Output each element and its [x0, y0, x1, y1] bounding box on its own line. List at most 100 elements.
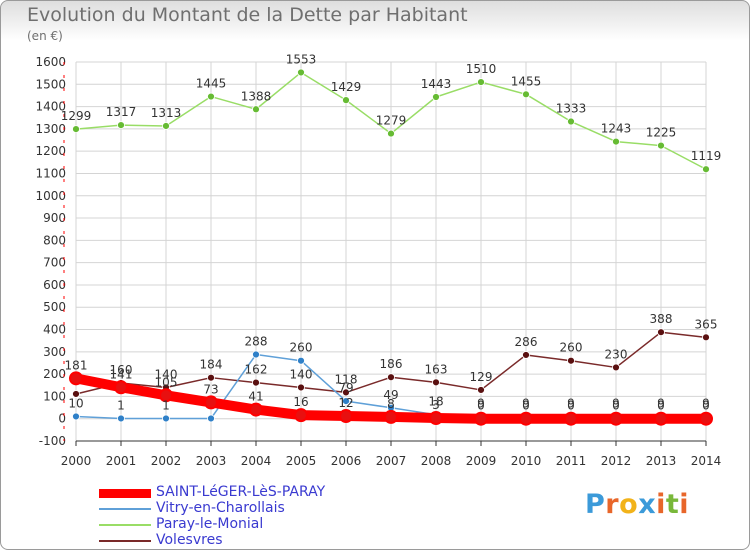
y-tick-label: -100	[39, 434, 66, 448]
legend-swatch	[99, 508, 151, 510]
data-label: 288	[245, 334, 268, 348]
logo-letter: i	[679, 489, 690, 520]
data-point	[72, 125, 80, 134]
data-label: 1313	[151, 106, 182, 120]
y-tick-label: 1100	[35, 166, 66, 180]
data-label: 1455	[511, 74, 542, 88]
data-point	[114, 380, 128, 395]
y-tick-label: 100	[43, 389, 66, 403]
axes: -100010020030040050060070080090010001100…	[35, 55, 721, 468]
legend-swatch	[99, 489, 151, 498]
data-label: 105	[155, 375, 178, 389]
data-point	[252, 350, 260, 359]
data-label: 1553	[286, 52, 317, 66]
y-tick-label: 300	[43, 345, 66, 359]
data-label: 0	[657, 399, 665, 413]
data-point	[297, 383, 305, 392]
y-tick-label: 800	[43, 233, 66, 247]
y-tick-label: 1200	[35, 144, 66, 158]
data-label: 260	[290, 341, 313, 355]
data-point	[567, 356, 575, 365]
data-label: 79	[338, 381, 353, 395]
x-tick-label: 2009	[466, 454, 497, 468]
y-tick-label: 1000	[35, 189, 66, 203]
data-point	[564, 411, 578, 426]
data-label: 1225	[646, 126, 677, 140]
series-lines	[69, 68, 713, 426]
data-point	[702, 333, 710, 342]
data-point	[384, 409, 398, 424]
data-label: 0	[522, 399, 530, 413]
data-point	[702, 165, 710, 174]
data-label: 73	[203, 382, 218, 396]
data-label: 186	[380, 357, 403, 371]
data-label: 230	[605, 347, 628, 361]
data-point	[519, 411, 533, 426]
logo-letter: x	[638, 489, 657, 520]
data-label: 8	[387, 397, 395, 411]
y-tick-label: 900	[43, 211, 66, 225]
y-tick-label: 700	[43, 256, 66, 270]
data-label: 49	[383, 388, 398, 402]
x-tick-label: 2013	[646, 454, 677, 468]
data-label: 129	[470, 370, 493, 384]
data-point	[342, 397, 350, 405]
data-point	[117, 121, 125, 129]
y-tick-label: 1300	[35, 122, 66, 136]
legend-label: Vitry-en-Charollais	[156, 500, 285, 516]
logo-letter: i	[656, 489, 666, 520]
x-tick-label: 2005	[286, 454, 317, 468]
data-label: 3	[432, 398, 440, 412]
chart-title: Evolution du Montant de la Dette par Hab…	[27, 4, 468, 26]
data-point	[387, 373, 395, 382]
y-tick-label: 400	[43, 323, 66, 337]
y-tick-label: 600	[43, 278, 66, 292]
data-label: 184	[200, 358, 223, 372]
y-tick-label: 0	[58, 412, 66, 426]
proxiti-logo: Proxiti	[585, 489, 689, 520]
data-label: 12	[338, 396, 353, 410]
data-label: 162	[245, 363, 268, 377]
data-label: 9	[477, 397, 485, 411]
logo-letter: r	[605, 489, 620, 520]
data-label: 260	[560, 341, 583, 355]
legend-label: SAINT-LéGER-LèS-PARAY	[156, 484, 326, 500]
data-label: 388	[650, 312, 673, 326]
data-point	[249, 402, 263, 417]
x-tick-label: 2004	[241, 454, 272, 468]
chart-subtitle: (en €)	[27, 29, 63, 43]
data-point	[207, 414, 215, 423]
data-label: 160	[110, 363, 133, 377]
data-label: 163	[425, 362, 448, 376]
data-point	[72, 412, 80, 421]
data-point	[522, 90, 530, 99]
legend-swatch	[99, 540, 151, 542]
data-label: 1243	[601, 122, 632, 136]
data-point	[657, 328, 665, 337]
y-tick-label: 1400	[35, 100, 66, 114]
x-tick-label: 2011	[556, 454, 587, 468]
data-point	[609, 411, 623, 426]
data-point	[654, 411, 668, 426]
data-label: 1388	[241, 89, 272, 103]
data-point	[612, 137, 620, 146]
data-point	[477, 386, 485, 394]
y-tick-label: 500	[43, 300, 66, 314]
data-point	[297, 68, 305, 77]
data-label: 9	[612, 397, 620, 411]
data-point	[252, 378, 260, 387]
y-tick-label: 1600	[35, 55, 66, 69]
y-tick-label: 200	[43, 367, 66, 381]
data-point	[429, 411, 443, 426]
data-label: 1317	[106, 105, 137, 119]
legend-swatch	[99, 524, 151, 526]
data-label: 1443	[421, 77, 452, 91]
data-label: 9	[702, 397, 710, 411]
legend-label: Volesvres	[156, 532, 223, 548]
data-label: 0	[612, 399, 620, 413]
data-label: 0	[702, 399, 710, 413]
x-tick-label: 2012	[601, 454, 632, 468]
data-point	[204, 395, 218, 410]
data-label: 1299	[61, 109, 92, 123]
